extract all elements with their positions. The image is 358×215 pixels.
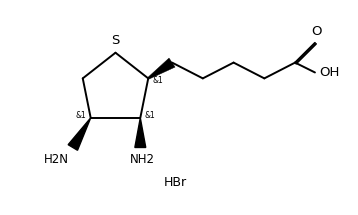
Polygon shape (148, 58, 175, 79)
Text: O: O (312, 25, 322, 38)
Text: OH: OH (319, 66, 339, 79)
Text: &1: &1 (76, 111, 87, 120)
Text: NH2: NH2 (130, 153, 155, 166)
Text: &1: &1 (144, 111, 155, 120)
Text: HBr: HBr (164, 175, 187, 189)
Text: S: S (111, 34, 120, 47)
Polygon shape (68, 118, 91, 150)
Polygon shape (135, 118, 146, 147)
Text: &1: &1 (152, 76, 163, 85)
Text: H2N: H2N (44, 153, 69, 166)
